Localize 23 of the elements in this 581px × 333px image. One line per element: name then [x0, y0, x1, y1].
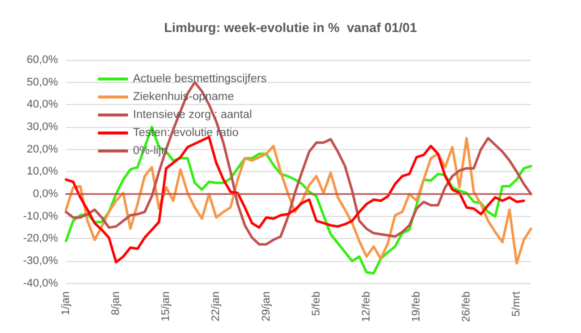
x-tick-label: 5/feb — [310, 291, 322, 316]
y-tick-label: -30,0% — [23, 255, 58, 268]
x-tick-label: 1/jan — [60, 291, 72, 316]
x-tick-label: 8/jan — [110, 291, 122, 316]
y-tick-label: 30,0% — [26, 121, 58, 134]
chart-title: Limburg: week-evolutie in % vanaf 01/01 — [164, 20, 417, 35]
y-tick-label: 0,0% — [32, 188, 58, 200]
x-tick-label: 26/feb — [460, 291, 473, 322]
y-tick-label: 40,0% — [26, 98, 58, 111]
x-tick-label: 15/jan — [160, 291, 172, 322]
x-tick-label: 29/jan — [260, 291, 272, 322]
y-tick-label: -40,0% — [23, 277, 58, 290]
legend-label: Actuele besmettingscijfers — [133, 73, 267, 85]
x-tick-label: 5/mrt — [510, 291, 523, 316]
y-tick-label: 50,0% — [26, 76, 58, 88]
x-tick-label: 19/feb — [410, 291, 423, 322]
y-tick-label: 20,0% — [26, 143, 58, 156]
y-tick-label: -10,0% — [23, 210, 58, 222]
y-tick-label: 10,0% — [26, 166, 58, 178]
y-tick-label: 60,0% — [26, 54, 58, 66]
x-tick-label: 22/jan — [210, 291, 222, 322]
x-tick-label: 12/feb — [360, 291, 372, 322]
y-tick-label: -20,0% — [23, 232, 58, 245]
